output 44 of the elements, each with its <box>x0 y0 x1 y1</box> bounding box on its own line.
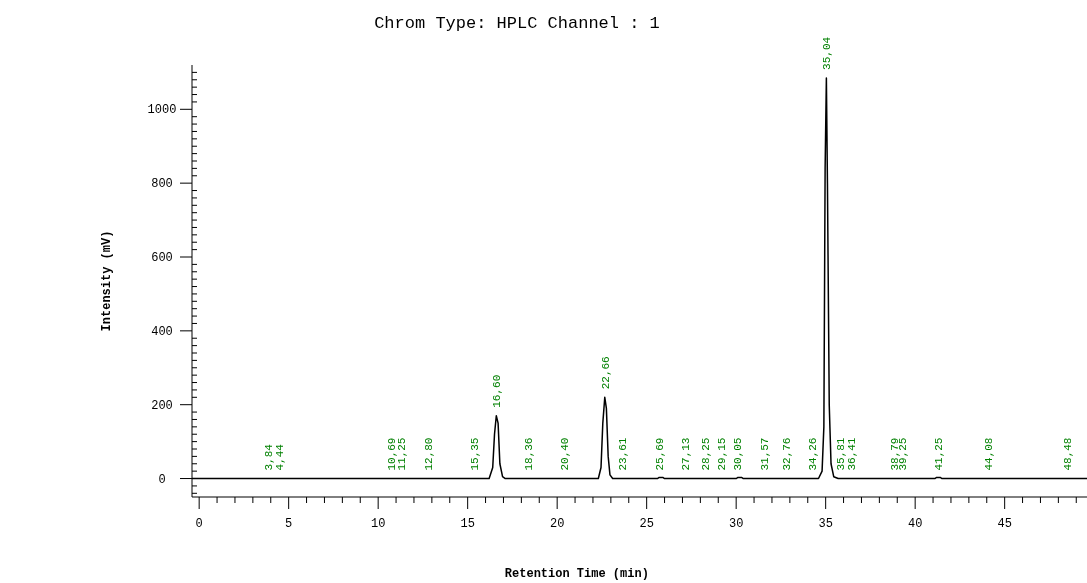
y-tick-label: 1000 <box>147 103 177 118</box>
chart-title: Chrom Type: HPLC Channel : 1 <box>374 14 660 33</box>
annotation: 28,25 <box>699 437 712 471</box>
annotation: 35,81 <box>835 437 848 471</box>
annotation: 22,66 <box>599 356 612 390</box>
y-axis-title: Intensity (mV) <box>100 230 114 332</box>
annotation: 32,76 <box>780 437 793 471</box>
x-tick-label: 25 <box>639 517 654 531</box>
x-tick-label: 0 <box>195 517 203 531</box>
y-tick-label: 200 <box>151 398 173 413</box>
annotation: 31,57 <box>759 437 772 471</box>
annotation: 48,48 <box>1061 437 1074 471</box>
x-axis-title: Retention Time (min) <box>504 567 649 581</box>
annotation: 36,41 <box>845 437 858 471</box>
annotation: 34,26 <box>807 437 820 471</box>
annotation: 27,13 <box>679 437 692 471</box>
y-tick-label: 800 <box>151 177 173 192</box>
annotation: 3,84 <box>262 443 275 471</box>
annotation: 25,69 <box>654 437 667 471</box>
annotation: 12,80 <box>423 437 436 471</box>
y-tick-label: 400 <box>151 324 173 339</box>
annotation: 20,40 <box>559 437 572 471</box>
y-tick-label: 0 <box>158 472 166 487</box>
x-tick-label: 40 <box>907 517 923 531</box>
x-tick-label: 35 <box>818 517 833 531</box>
annotation: 4,44 <box>273 443 286 471</box>
annotation: 10,69 <box>385 437 398 471</box>
annotation: 11,25 <box>395 437 408 471</box>
x-tick-label: 45 <box>997 517 1012 531</box>
annotation: 18,36 <box>522 437 535 471</box>
annotation: 15,35 <box>468 437 481 471</box>
annotation: 41,25 <box>932 437 945 471</box>
annotation: 23,61 <box>616 437 629 471</box>
annotation: 44,08 <box>983 437 996 471</box>
x-tick-label: 5 <box>285 517 293 531</box>
x-tick-label: 20 <box>549 517 565 531</box>
y-tick-label: 600 <box>151 251 173 265</box>
x-tick-label: 10 <box>370 517 386 531</box>
annotation: 29,15 <box>715 437 728 471</box>
x-tick-label: 30 <box>728 517 744 531</box>
x-tick-label: 15 <box>460 517 475 531</box>
annotation: 35,04 <box>821 36 834 70</box>
annotation: 30,05 <box>732 437 745 471</box>
annotation: 16,60 <box>491 374 504 408</box>
